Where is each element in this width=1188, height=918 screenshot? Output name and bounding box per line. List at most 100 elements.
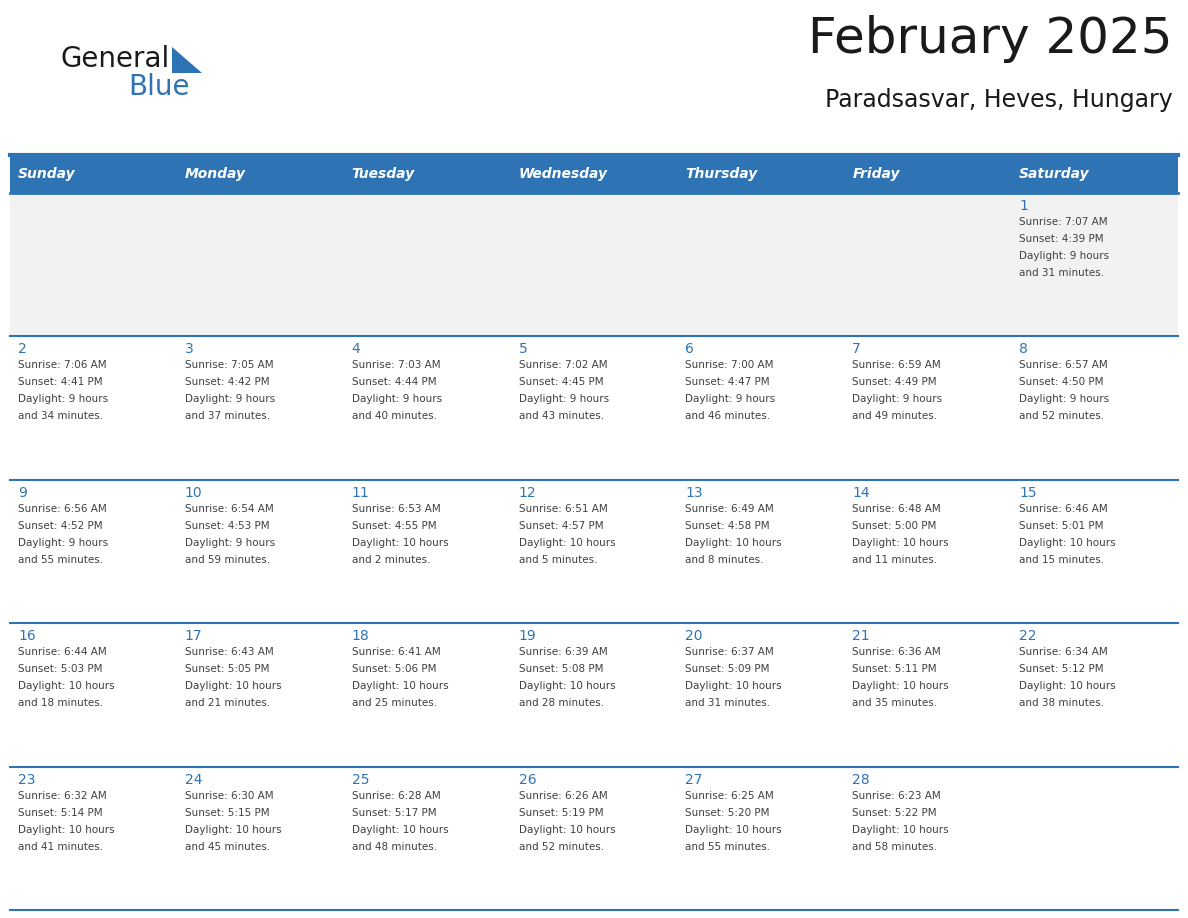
Text: Sunrise: 6:37 AM: Sunrise: 6:37 AM	[685, 647, 775, 657]
Text: and 25 minutes.: and 25 minutes.	[352, 699, 437, 708]
Text: Sunset: 5:00 PM: Sunset: 5:00 PM	[852, 521, 936, 531]
Text: and 41 minutes.: and 41 minutes.	[18, 842, 103, 852]
Bar	[10, 480, 1178, 623]
Text: Paradsasvar, Heves, Hungary: Paradsasvar, Heves, Hungary	[826, 88, 1173, 112]
Text: Monday: Monday	[185, 167, 246, 181]
Text: Daylight: 9 hours: Daylight: 9 hours	[1019, 395, 1110, 405]
Text: Sunset: 4:57 PM: Sunset: 4:57 PM	[519, 521, 604, 531]
Text: and 31 minutes.: and 31 minutes.	[685, 699, 771, 708]
Text: 1: 1	[1019, 199, 1028, 213]
Text: and 46 minutes.: and 46 minutes.	[685, 411, 771, 421]
Text: Sunset: 5:17 PM: Sunset: 5:17 PM	[352, 808, 436, 818]
Text: and 59 minutes.: and 59 minutes.	[185, 554, 270, 565]
Text: and 8 minutes.: and 8 minutes.	[685, 554, 764, 565]
Text: 19: 19	[519, 629, 536, 644]
Text: Sunrise: 7:02 AM: Sunrise: 7:02 AM	[519, 361, 607, 370]
Text: Sunrise: 7:06 AM: Sunrise: 7:06 AM	[18, 361, 107, 370]
Text: Sunset: 5:09 PM: Sunset: 5:09 PM	[685, 665, 770, 674]
Text: Sunset: 4:47 PM: Sunset: 4:47 PM	[685, 377, 770, 387]
Text: Sunrise: 6:28 AM: Sunrise: 6:28 AM	[352, 790, 441, 800]
Text: Sunset: 5:05 PM: Sunset: 5:05 PM	[185, 665, 270, 674]
Text: Sunrise: 6:23 AM: Sunrise: 6:23 AM	[852, 790, 941, 800]
Text: 10: 10	[185, 486, 202, 499]
Text: Daylight: 10 hours: Daylight: 10 hours	[852, 681, 949, 691]
Text: Daylight: 10 hours: Daylight: 10 hours	[685, 538, 782, 548]
Text: 6: 6	[685, 342, 694, 356]
Text: Sunset: 5:14 PM: Sunset: 5:14 PM	[18, 808, 102, 818]
Text: Daylight: 9 hours: Daylight: 9 hours	[685, 395, 776, 405]
Text: Tuesday: Tuesday	[352, 167, 415, 181]
Text: 4: 4	[352, 342, 360, 356]
Text: Sunrise: 6:43 AM: Sunrise: 6:43 AM	[185, 647, 273, 657]
Text: Daylight: 9 hours: Daylight: 9 hours	[352, 395, 442, 405]
Text: 20: 20	[685, 629, 703, 644]
Text: Sunset: 4:49 PM: Sunset: 4:49 PM	[852, 377, 937, 387]
Bar	[10, 336, 1178, 480]
Text: Sunset: 4:39 PM: Sunset: 4:39 PM	[1019, 234, 1104, 244]
Text: and 58 minutes.: and 58 minutes.	[852, 842, 937, 852]
Text: Sunrise: 7:07 AM: Sunrise: 7:07 AM	[1019, 217, 1107, 227]
Text: 24: 24	[185, 773, 202, 787]
Text: and 55 minutes.: and 55 minutes.	[18, 554, 103, 565]
Text: Sunset: 4:44 PM: Sunset: 4:44 PM	[352, 377, 436, 387]
Text: Daylight: 10 hours: Daylight: 10 hours	[352, 538, 448, 548]
Text: Sunset: 4:50 PM: Sunset: 4:50 PM	[1019, 377, 1104, 387]
Bar	[10, 155, 1178, 193]
Text: Daylight: 10 hours: Daylight: 10 hours	[18, 824, 114, 834]
Text: Sunrise: 6:53 AM: Sunrise: 6:53 AM	[352, 504, 441, 514]
Text: Daylight: 10 hours: Daylight: 10 hours	[1019, 681, 1116, 691]
Text: Daylight: 10 hours: Daylight: 10 hours	[685, 681, 782, 691]
Text: and 35 minutes.: and 35 minutes.	[852, 699, 937, 708]
Text: Sunset: 5:12 PM: Sunset: 5:12 PM	[1019, 665, 1104, 674]
Text: Sunset: 5:22 PM: Sunset: 5:22 PM	[852, 808, 937, 818]
Text: 14: 14	[852, 486, 870, 499]
Text: Sunset: 4:52 PM: Sunset: 4:52 PM	[18, 521, 102, 531]
Text: and 43 minutes.: and 43 minutes.	[519, 411, 604, 421]
Text: Sunrise: 6:46 AM: Sunrise: 6:46 AM	[1019, 504, 1108, 514]
Text: Daylight: 10 hours: Daylight: 10 hours	[519, 538, 615, 548]
Text: Sunrise: 6:26 AM: Sunrise: 6:26 AM	[519, 790, 607, 800]
Text: Sunset: 4:55 PM: Sunset: 4:55 PM	[352, 521, 436, 531]
Text: Daylight: 10 hours: Daylight: 10 hours	[18, 681, 114, 691]
Text: and 37 minutes.: and 37 minutes.	[185, 411, 270, 421]
Text: 8: 8	[1019, 342, 1028, 356]
Text: Daylight: 10 hours: Daylight: 10 hours	[352, 681, 448, 691]
Text: Sunrise: 6:25 AM: Sunrise: 6:25 AM	[685, 790, 775, 800]
Text: Sunset: 4:41 PM: Sunset: 4:41 PM	[18, 377, 102, 387]
Text: Sunrise: 7:05 AM: Sunrise: 7:05 AM	[185, 361, 273, 370]
Text: and 15 minutes.: and 15 minutes.	[1019, 554, 1105, 565]
Text: and 31 minutes.: and 31 minutes.	[1019, 268, 1105, 278]
Text: 18: 18	[352, 629, 369, 644]
Text: 15: 15	[1019, 486, 1037, 499]
Text: Saturday: Saturday	[1019, 167, 1089, 181]
Text: and 38 minutes.: and 38 minutes.	[1019, 699, 1105, 708]
Text: Daylight: 10 hours: Daylight: 10 hours	[185, 824, 282, 834]
Bar	[10, 767, 1178, 910]
Text: Daylight: 9 hours: Daylight: 9 hours	[519, 395, 608, 405]
Text: Sunset: 5:01 PM: Sunset: 5:01 PM	[1019, 521, 1104, 531]
Text: Wednesday: Wednesday	[519, 167, 607, 181]
Text: 12: 12	[519, 486, 536, 499]
Text: Sunset: 5:08 PM: Sunset: 5:08 PM	[519, 665, 604, 674]
Text: 25: 25	[352, 773, 369, 787]
Text: and 52 minutes.: and 52 minutes.	[519, 842, 604, 852]
Text: 7: 7	[852, 342, 861, 356]
Text: and 49 minutes.: and 49 minutes.	[852, 411, 937, 421]
Text: and 5 minutes.: and 5 minutes.	[519, 554, 598, 565]
Text: Daylight: 9 hours: Daylight: 9 hours	[852, 395, 942, 405]
Text: Sunset: 5:03 PM: Sunset: 5:03 PM	[18, 665, 102, 674]
Text: and 40 minutes.: and 40 minutes.	[352, 411, 437, 421]
Text: and 52 minutes.: and 52 minutes.	[1019, 411, 1105, 421]
Text: Friday: Friday	[852, 167, 899, 181]
Text: and 48 minutes.: and 48 minutes.	[352, 842, 437, 852]
Text: Sunrise: 7:03 AM: Sunrise: 7:03 AM	[352, 361, 441, 370]
Text: and 28 minutes.: and 28 minutes.	[519, 699, 604, 708]
Text: 17: 17	[185, 629, 202, 644]
Text: 9: 9	[18, 486, 27, 499]
Text: Sunrise: 6:32 AM: Sunrise: 6:32 AM	[18, 790, 107, 800]
Text: 27: 27	[685, 773, 703, 787]
Text: Daylight: 9 hours: Daylight: 9 hours	[185, 395, 274, 405]
Text: Sunset: 4:45 PM: Sunset: 4:45 PM	[519, 377, 604, 387]
Text: 5: 5	[519, 342, 527, 356]
Text: Sunrise: 6:54 AM: Sunrise: 6:54 AM	[185, 504, 273, 514]
